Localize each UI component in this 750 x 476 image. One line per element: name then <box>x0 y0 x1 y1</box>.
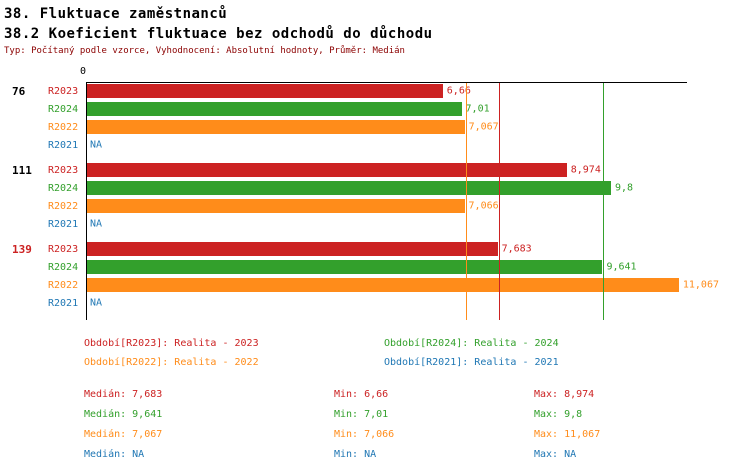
bar-row: 139 R2023 7,683 <box>8 240 748 258</box>
stats-row: Medián: NA Min: NA Max: NA <box>84 444 750 464</box>
bar <box>86 199 465 213</box>
bar-value-label: 9,8 <box>615 182 634 194</box>
stats-row: Medián: 7,683 Min: 6,66 Max: 8,974 <box>84 384 750 404</box>
bar-track: 7,066 <box>86 199 686 213</box>
bar-value-label: 7,683 <box>501 243 532 255</box>
report-page: 38. Fluktuace zaměstnanců 38.2 Koeficien… <box>4 6 750 464</box>
bar-row: R2024 7,01 <box>8 100 748 118</box>
series-label: R2024 <box>48 182 79 194</box>
bar-track: 9,641 <box>86 260 686 274</box>
bar-row: R2022 7,066 <box>8 197 748 215</box>
bar <box>86 163 567 177</box>
bar-value-label: 9,641 <box>606 261 637 273</box>
bar-group: 139 R2023 7,683 R2024 9,641 R2022 11,067 R2021 N… <box>8 240 748 312</box>
bar-group: 111 R2023 8,974 R2024 9,8 R2022 7,066 R2021 NA <box>8 161 748 233</box>
bar-value-label: 6,66 <box>446 85 471 97</box>
bar-group: 76 R2023 6,66 R2024 7,01 R2022 7,067 R2021 NA <box>8 82 748 154</box>
bar-track: 9,8 <box>86 181 686 195</box>
series-label: R2023 <box>48 243 79 255</box>
stat-median: Medián: NA <box>84 448 145 460</box>
group-label: 139 <box>12 242 32 256</box>
stat-min: Min: 7,066 <box>334 428 395 440</box>
bar-row: R2021 NA <box>8 294 748 312</box>
bar-track: 8,974 <box>86 163 686 177</box>
bar-value-label: 7,067 <box>468 121 499 133</box>
group-label: 76 <box>12 84 26 98</box>
group-label: 111 <box>12 163 32 177</box>
bar <box>86 181 611 195</box>
bar-value-label: 7,066 <box>468 200 499 212</box>
legend-item: Období[R2024]: Realita - 2024 <box>384 338 559 349</box>
bar-track: 11,067 <box>86 278 719 292</box>
bar-row: R2021 NA <box>8 215 748 233</box>
stat-median: Medián: 9,641 <box>84 408 163 420</box>
stat-max: Max: 8,974 <box>534 388 595 400</box>
chart-groups: 76 R2023 6,66 R2024 7,01 R2022 7,067 R2021 NA 111… <box>8 82 748 312</box>
bar-row: 111 R2023 8,974 <box>8 161 748 179</box>
bar <box>86 242 498 256</box>
series-label: R2021 <box>48 218 79 230</box>
bar-track: 6,66 <box>86 84 686 98</box>
bar-track: 7,683 <box>86 242 686 256</box>
series-label: R2022 <box>48 200 79 212</box>
bar-track: NA <box>86 296 686 310</box>
bar-row: R2021 NA <box>8 136 748 154</box>
stat-median: Medián: 7,683 <box>84 388 163 400</box>
bar-track: 7,01 <box>86 102 686 116</box>
stat-min: Min: NA <box>334 448 377 460</box>
stat-max: Max: 9,8 <box>534 408 583 420</box>
bar-value-label: 8,974 <box>570 164 601 176</box>
stat-max: Max: NA <box>534 448 577 460</box>
legend-item: Období[R2021]: Realita - 2021 <box>384 357 559 368</box>
stats-table: Medián: 7,683 Min: 6,66 Max: 8,974 Medián: … <box>84 384 750 464</box>
bar <box>86 84 443 98</box>
report-title: 38. Fluktuace zaměstnanců <box>4 6 228 22</box>
legend: Období[R2023]: Realita - 2023 Období[R202… <box>84 338 750 368</box>
bar-value-label: NA <box>90 139 103 151</box>
series-label: R2021 <box>48 297 79 309</box>
bar-value-label: NA <box>90 218 103 230</box>
bar-value-label: NA <box>90 297 103 309</box>
bar-track: NA <box>86 138 686 152</box>
bar-chart: 0 76 R2023 6,66 R2024 7,01 R2022 7,067 R2021 NA 1… <box>8 66 748 320</box>
bar-value-label: 7,01 <box>465 103 490 115</box>
report-subtitle: 38.2 Koeficient fluktuace bez odchodů do… <box>4 26 433 42</box>
bar-row: R2024 9,641 <box>8 258 748 276</box>
series-label: R2023 <box>48 85 79 97</box>
bar-track: 7,067 <box>86 120 686 134</box>
bar-row: R2022 7,067 <box>8 118 748 136</box>
bar-track: NA <box>86 217 686 231</box>
bar <box>86 278 679 292</box>
stats-row: Medián: 7,067 Min: 7,066 Max: 11,067 <box>84 424 750 444</box>
bar-row: R2022 11,067 <box>8 276 748 294</box>
stat-median: Medián: 7,067 <box>84 428 163 440</box>
bar-row: 76 R2023 6,66 <box>8 82 748 100</box>
series-label: R2024 <box>48 103 79 115</box>
stat-min: Min: 7,01 <box>334 408 389 420</box>
bar <box>86 102 462 116</box>
series-label: R2024 <box>48 261 79 273</box>
bar <box>86 120 465 134</box>
series-label: R2021 <box>48 139 79 151</box>
bar-row: R2024 9,8 <box>8 179 748 197</box>
series-label: R2023 <box>48 164 79 176</box>
stats-row: Medián: 9,641 Min: 7,01 Max: 9,8 <box>84 404 750 424</box>
stat-min: Min: 6,66 <box>334 388 389 400</box>
bar <box>86 260 603 274</box>
report-meta: Typ: Počítaný podle vzorce, Vyhodnocení:… <box>4 46 405 56</box>
legend-item: Období[R2023]: Realita - 2023 <box>84 338 259 349</box>
bar-value-label: 11,067 <box>682 279 719 291</box>
axis-zero-label: 0 <box>79 66 87 77</box>
legend-item: Období[R2022]: Realita - 2022 <box>84 357 259 368</box>
stat-max: Max: 11,067 <box>534 428 601 440</box>
series-label: R2022 <box>48 121 79 133</box>
series-label: R2022 <box>48 279 79 291</box>
